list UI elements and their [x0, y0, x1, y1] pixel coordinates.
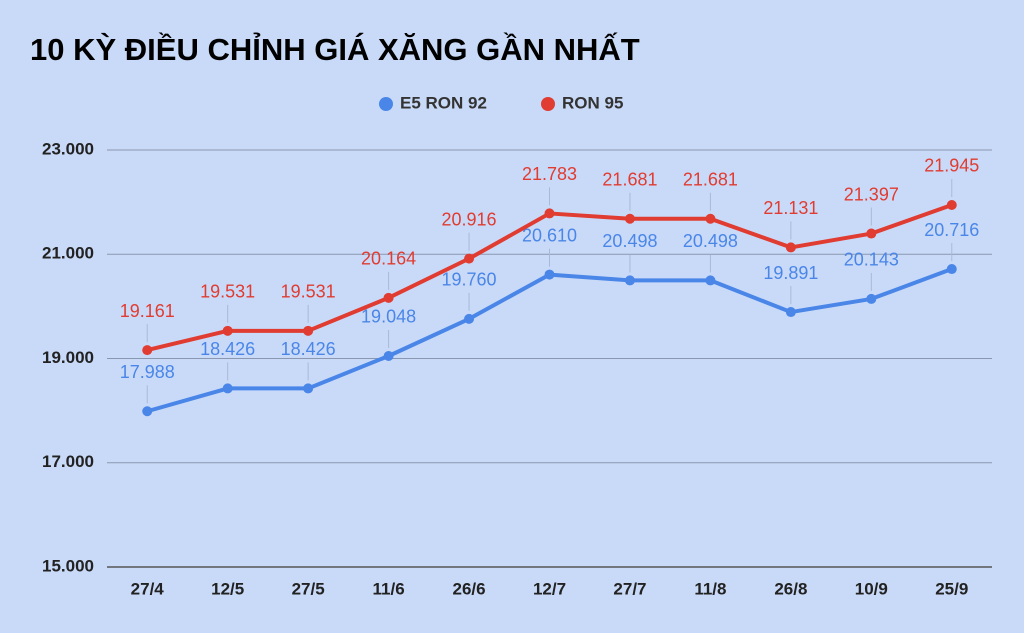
data-label: 19.048 [361, 307, 416, 327]
data-label: 21.783 [522, 164, 577, 184]
point [142, 406, 153, 417]
legend-marker [541, 97, 555, 111]
point [464, 313, 475, 324]
data-label: 19.161 [120, 301, 175, 321]
x-tick-label: 25/9 [935, 579, 968, 598]
data-label: 18.426 [200, 339, 255, 359]
x-tick-label: 12/5 [211, 579, 244, 598]
point [866, 228, 877, 239]
y-tick-label: 21.000 [42, 244, 94, 263]
point [705, 213, 716, 224]
x-tick-label: 11/8 [694, 579, 726, 598]
data-label: 20.498 [683, 231, 738, 251]
data-label: 20.498 [602, 231, 657, 251]
point [946, 199, 957, 210]
point [303, 383, 314, 394]
x-tick-label: 27/7 [613, 579, 646, 598]
y-tick-label: 23.000 [42, 139, 94, 158]
legend-label: E5 RON 92 [400, 93, 487, 112]
point [222, 325, 233, 336]
data-label: 20.716 [924, 220, 979, 240]
data-label: 19.531 [200, 282, 255, 302]
point [142, 345, 153, 356]
legend-marker [379, 97, 393, 111]
data-label: 21.131 [763, 198, 818, 218]
point [866, 293, 877, 304]
data-label: 21.397 [844, 184, 899, 204]
data-label: 21.945 [924, 156, 979, 176]
point [544, 208, 555, 219]
point [785, 307, 796, 318]
data-label: 19.531 [281, 282, 336, 302]
point [946, 264, 957, 275]
legend-label: RON 95 [562, 93, 623, 112]
point [303, 325, 314, 336]
y-tick-label: 15.000 [42, 556, 94, 575]
data-label: 20.610 [522, 225, 577, 245]
x-tick-label: 11/6 [373, 579, 405, 598]
data-label: 18.426 [281, 339, 336, 359]
x-tick-label: 12/7 [533, 579, 566, 598]
point [624, 213, 635, 224]
y-tick-label: 19.000 [42, 348, 94, 367]
data-label: 19.760 [442, 270, 497, 290]
x-tick-label: 26/6 [452, 579, 485, 598]
x-tick-label: 26/8 [774, 579, 807, 598]
data-label: 20.164 [361, 249, 416, 269]
data-label: 21.681 [683, 170, 738, 190]
chart-title: 10 KỲ ĐIỀU CHỈNH GIÁ XĂNG GẦN NHẤT [30, 32, 640, 67]
y-tick-label: 17.000 [42, 452, 94, 471]
point [624, 275, 635, 286]
point [383, 292, 394, 303]
point [785, 242, 796, 253]
data-label: 20.916 [442, 209, 497, 229]
data-label: 17.988 [120, 362, 175, 382]
point [705, 275, 716, 286]
x-tick-label: 27/5 [292, 579, 325, 598]
x-tick-label: 27/4 [131, 579, 165, 598]
point [222, 383, 233, 394]
data-label: 19.891 [763, 263, 818, 283]
data-label: 20.143 [844, 250, 899, 270]
point [464, 253, 475, 264]
point [383, 350, 394, 361]
data-label: 21.681 [602, 170, 657, 190]
x-tick-label: 10/9 [855, 579, 888, 598]
point [544, 269, 555, 280]
